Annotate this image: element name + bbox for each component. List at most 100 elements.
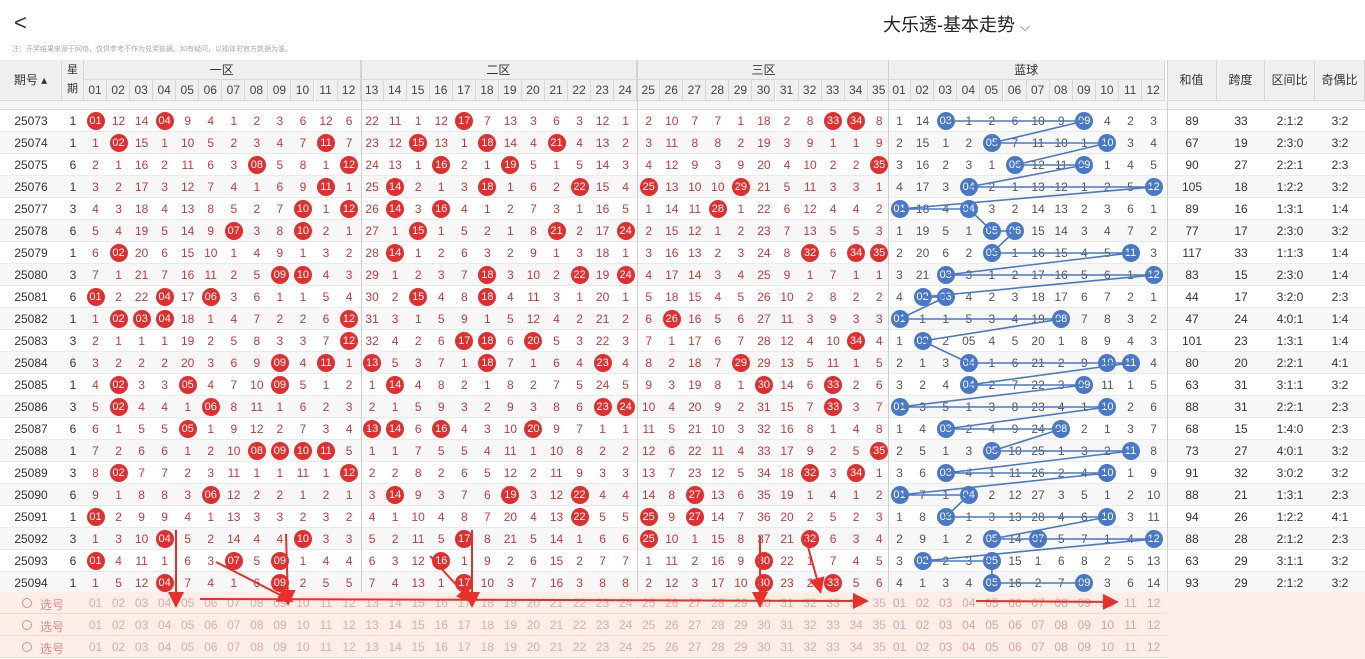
select-red-number[interactable]: 06 [204, 640, 218, 654]
select-red-number[interactable]: 24 [618, 596, 633, 610]
select-blue-number[interactable]: 07 [1031, 640, 1045, 654]
select-red-number[interactable]: 32 [803, 618, 817, 632]
select-red-number[interactable]: 08 [250, 640, 264, 654]
select-blue-number[interactable]: 03 [939, 618, 953, 632]
select-red-number[interactable]: 19 [503, 640, 518, 654]
select-red-number[interactable]: 15 [411, 596, 425, 610]
select-red-number[interactable]: 34 [849, 640, 863, 654]
select-blue-number[interactable]: 02 [915, 618, 930, 632]
select-blue-number[interactable]: 10 [1100, 618, 1115, 632]
select-red-number[interactable]: 25 [642, 618, 656, 632]
select-red-number[interactable]: 21 [549, 640, 564, 654]
select-red-number[interactable]: 23 [595, 640, 610, 654]
select-red-number[interactable]: 18 [480, 640, 495, 654]
select-red-number[interactable]: 22 [572, 618, 587, 632]
select-red-number[interactable]: 13 [365, 618, 379, 632]
select-red-number[interactable]: 30 [757, 596, 771, 610]
select-blue-number[interactable]: 03 [939, 640, 953, 654]
select-red-number[interactable]: 28 [711, 640, 725, 654]
select-red-number[interactable]: 11 [319, 640, 333, 654]
select-red-number[interactable]: 02 [111, 640, 126, 654]
select-red-number[interactable]: 10 [296, 618, 310, 632]
select-blue-number[interactable]: 05 [985, 618, 999, 632]
select-red-number[interactable]: 12 [342, 596, 356, 610]
select-radio-icon[interactable] [22, 598, 32, 608]
select-blue-number[interactable]: 02 [915, 596, 930, 610]
select-blue-number[interactable]: 03 [939, 596, 953, 610]
select-red-number[interactable]: 24 [618, 618, 633, 632]
select-red-number[interactable]: 27 [688, 618, 702, 632]
select-red-number[interactable]: 22 [572, 640, 587, 654]
select-red-number[interactable]: 09 [273, 618, 287, 632]
select-red-number[interactable]: 07 [227, 618, 241, 632]
select-red-number[interactable]: 17 [457, 640, 471, 654]
select-blue-number[interactable]: 09 [1077, 618, 1091, 632]
issue-header[interactable]: 期号 ▴ [0, 60, 62, 101]
select-red-number[interactable]: 20 [526, 596, 541, 610]
select-red-number[interactable]: 33 [826, 596, 840, 610]
select-red-number[interactable]: 14 [388, 618, 402, 632]
select-red-number[interactable]: 10 [296, 640, 310, 654]
select-red-number[interactable]: 26 [665, 618, 679, 632]
select-red-number[interactable]: 28 [711, 596, 725, 610]
select-red-number[interactable]: 35 [872, 640, 886, 654]
select-blue-number[interactable]: 05 [985, 596, 999, 610]
select-red-number[interactable]: 13 [365, 596, 379, 610]
select-blue-number[interactable]: 07 [1031, 596, 1045, 610]
select-red-number[interactable]: 05 [181, 596, 195, 610]
select-blue-number[interactable]: 05 [985, 640, 999, 654]
select-red-number[interactable]: 07 [227, 596, 241, 610]
select-red-number[interactable]: 01 [88, 596, 103, 610]
select-blue-number[interactable]: 06 [1008, 618, 1022, 632]
select-blue-number[interactable]: 12 [1146, 640, 1161, 654]
select-blue-number[interactable]: 07 [1031, 618, 1045, 632]
select-red-number[interactable]: 26 [665, 596, 679, 610]
select-red-number[interactable]: 04 [157, 596, 172, 610]
select-red-number[interactable]: 32 [803, 640, 817, 654]
select-red-number[interactable]: 15 [411, 618, 425, 632]
select-blue-number[interactable]: 12 [1146, 618, 1161, 632]
select-blue-number[interactable]: 09 [1077, 640, 1091, 654]
select-red-number[interactable]: 31 [780, 640, 794, 654]
select-red-number[interactable]: 25 [642, 640, 656, 654]
select-red-number[interactable]: 17 [457, 596, 471, 610]
select-red-number[interactable]: 19 [503, 596, 518, 610]
select-radio-icon[interactable] [22, 642, 32, 652]
select-red-number[interactable]: 31 [780, 618, 794, 632]
select-red-number[interactable]: 14 [388, 596, 402, 610]
select-red-number[interactable]: 14 [388, 640, 402, 654]
select-red-number[interactable]: 27 [688, 640, 702, 654]
select-red-number[interactable]: 17 [457, 618, 471, 632]
select-red-number[interactable]: 16 [434, 640, 448, 654]
select-red-number[interactable]: 29 [734, 640, 748, 654]
select-red-number[interactable]: 25 [642, 596, 656, 610]
select-red-number[interactable]: 03 [134, 640, 149, 654]
select-blue-number[interactable]: 01 [892, 640, 907, 654]
select-red-number[interactable]: 29 [734, 618, 748, 632]
select-red-number[interactable]: 34 [849, 596, 863, 610]
select-red-number[interactable]: 24 [618, 640, 633, 654]
select-red-number[interactable]: 09 [273, 640, 287, 654]
select-red-number[interactable]: 28 [711, 618, 725, 632]
select-red-number[interactable]: 19 [503, 618, 518, 632]
select-red-number[interactable]: 03 [134, 596, 149, 610]
select-red-number[interactable]: 20 [526, 618, 541, 632]
select-red-number[interactable]: 20 [526, 640, 541, 654]
select-blue-number[interactable]: 06 [1008, 640, 1022, 654]
select-red-number[interactable]: 11 [319, 596, 333, 610]
select-blue-number[interactable]: 06 [1008, 596, 1022, 610]
select-red-number[interactable]: 13 [365, 640, 379, 654]
select-red-number[interactable]: 01 [88, 640, 103, 654]
select-red-number[interactable]: 21 [549, 618, 564, 632]
select-red-number[interactable]: 06 [204, 596, 218, 610]
select-red-number[interactable]: 10 [296, 596, 310, 610]
select-red-number[interactable]: 03 [134, 618, 149, 632]
select-blue-number[interactable]: 08 [1054, 596, 1068, 610]
select-red-number[interactable]: 27 [688, 596, 702, 610]
select-blue-number[interactable]: 11 [1124, 618, 1137, 632]
select-blue-number[interactable]: 01 [892, 618, 907, 632]
select-red-number[interactable]: 02 [111, 596, 126, 610]
select-red-number[interactable]: 22 [572, 596, 587, 610]
select-blue-number[interactable]: 10 [1100, 640, 1115, 654]
select-red-number[interactable]: 30 [757, 618, 771, 632]
